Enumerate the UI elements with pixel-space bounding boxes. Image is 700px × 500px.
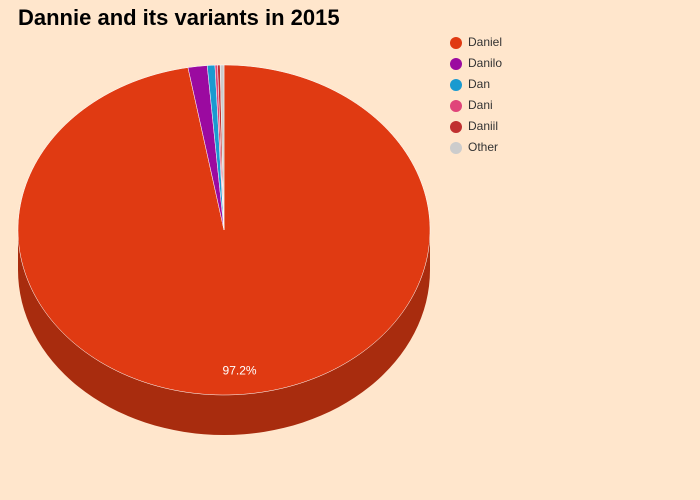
slice [219, 64, 225, 231]
legend-swatch [450, 121, 462, 133]
legend-swatch [450, 37, 462, 49]
legend-label: Dan [468, 77, 490, 91]
data-label: 97.2% [223, 364, 257, 378]
legend-swatch [450, 142, 462, 154]
legend-label: Other [468, 140, 498, 154]
chart-title: Dannie and its variants in 2015 [18, 5, 340, 30]
legend-swatch [450, 79, 462, 91]
legend-label: Daniel [468, 35, 502, 49]
legend-label: Daniil [468, 119, 498, 133]
slice [17, 64, 431, 396]
slice-side [18, 230, 430, 435]
legend-swatch [450, 100, 462, 112]
legend-swatch [450, 58, 462, 70]
legend-label: Danilo [468, 56, 502, 70]
legend-label: Dani [468, 98, 493, 112]
